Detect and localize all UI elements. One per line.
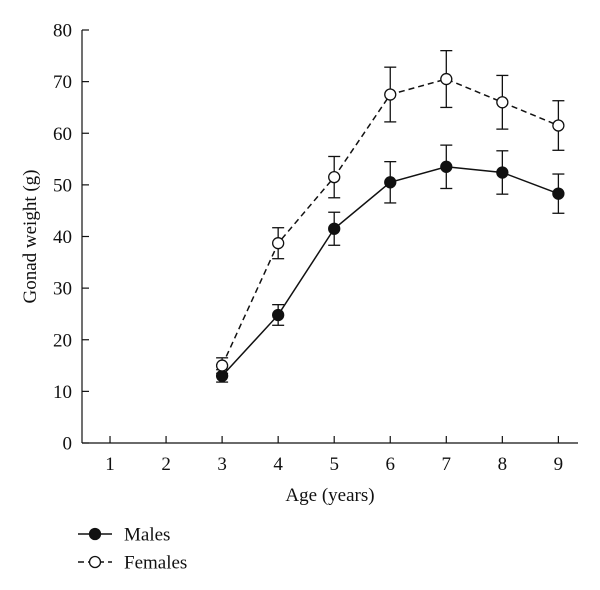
y-tick-label: 40	[53, 227, 72, 248]
x-tick-label: 8	[498, 454, 508, 475]
y-tick-label: 70	[53, 72, 72, 93]
legend: Males Females	[78, 525, 187, 574]
x-tick-label: 9	[554, 454, 564, 475]
y-tick-label: 10	[53, 382, 72, 403]
x-tick-label: 5	[329, 454, 339, 475]
y-tick-label: 60	[53, 124, 72, 145]
y-axis-title: Gonad weight (g)	[20, 169, 41, 303]
x-tick-label: 4	[273, 454, 283, 475]
y-tick-label: 80	[53, 21, 72, 42]
ticks: 0 10 20 30 40 50 60 70 80 1 2 3 4 5 6 7 8 9	[53, 21, 563, 476]
x-axis-title: Age (years)	[285, 485, 374, 506]
data-point-males	[440, 160, 453, 173]
legend-label-males: Males	[124, 525, 170, 546]
data-point-females	[440, 72, 453, 86]
y-tick-label: 50	[53, 175, 72, 196]
series	[215, 50, 565, 383]
x-tick-label: 6	[385, 454, 395, 475]
x-tick-label: 7	[442, 454, 452, 475]
x-tick-label: 3	[217, 454, 227, 475]
data-point-males	[552, 187, 565, 200]
data-point-females	[272, 237, 285, 250]
y-tick-label: 20	[53, 330, 72, 351]
data-point-females	[384, 88, 397, 101]
legend-label-females: Females	[124, 553, 187, 574]
legend-marker-females	[88, 555, 102, 569]
y-tick-label: 0	[63, 434, 73, 455]
x-tick-label: 1	[105, 454, 115, 475]
data-point-males	[384, 176, 397, 189]
data-point-females	[215, 359, 229, 372]
legend-marker-males	[88, 527, 102, 541]
data-point-females	[496, 96, 509, 109]
data-point-females	[328, 170, 341, 184]
legend-item-females: Females	[78, 553, 187, 574]
legend-item-males: Males	[78, 525, 170, 546]
x-tick-label: 2	[161, 454, 171, 475]
data-point-females	[552, 119, 565, 132]
data-point-males	[328, 222, 341, 235]
y-tick-label: 30	[53, 279, 72, 300]
data-point-males	[272, 308, 285, 322]
data-point-males	[496, 166, 509, 179]
series-females	[215, 50, 565, 374]
